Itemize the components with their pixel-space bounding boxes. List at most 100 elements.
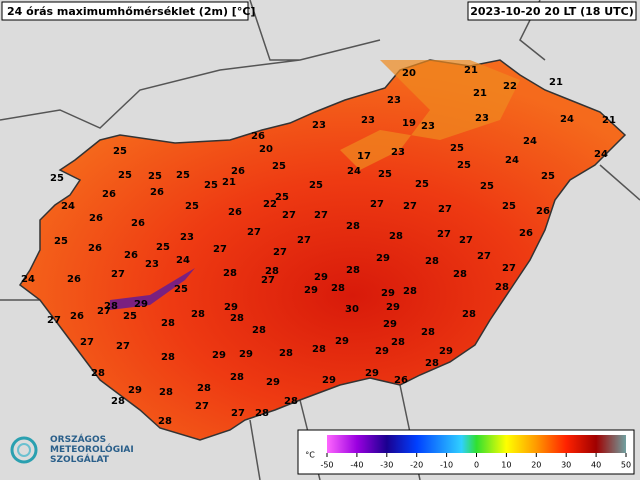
station-value: 27 [247,227,261,238]
title: 24 órás maximumhőmérséklet (2m) [°C] [7,5,255,18]
station-value: 17 [357,151,371,162]
station-value: 29 [128,385,142,396]
station-value: 28 [230,372,244,383]
station-value: 28 [391,337,405,348]
station-value: 25 [502,201,516,212]
station-value: 26 [251,131,265,142]
station-value: 27 [231,408,245,419]
station-value: 27 [477,251,491,262]
station-value: 24 [523,136,537,147]
station-value: 28 [462,309,476,320]
station-value: 28 [453,269,467,280]
station-value: 23 [361,115,375,126]
station-value: 29 [304,285,318,296]
datetime: 2023-10-20 20 LT (18 UTC) [470,5,634,18]
station-value: 27 [97,306,111,317]
station-value: 25 [123,311,137,322]
station-value: 24 [176,255,190,266]
colorbar-label: -20 [410,461,423,470]
logo: ORSZÁGOS METEOROLÓGIAI SZOLGÁLAT [10,433,134,465]
station-value: 28 [495,282,509,293]
station-value: 29 [381,288,395,299]
colorbar-label: 40 [591,461,601,470]
station-value: 20 [402,68,416,79]
station-value: 27 [370,199,384,210]
date-box [467,1,637,21]
station-value: 28 [252,325,266,336]
station-value: 25 [415,179,429,190]
station-value: 29 [239,349,253,360]
logo-text: SZOLGÁLAT [50,453,110,465]
station-value: 19 [402,118,416,129]
station-value: 29 [383,319,397,330]
station-value: 27 [403,201,417,212]
station-value: 29 [266,377,280,388]
station-value: 30 [345,304,359,315]
station-value: 25 [204,180,218,191]
station-value: 25 [378,169,392,180]
station-value: 27 [438,204,452,215]
station-value: 28 [159,387,173,398]
station-value: 24 [347,166,361,177]
station-value: 23 [312,120,326,131]
station-value: 29 [335,336,349,347]
station-value: 26 [231,166,245,177]
station-value: 27 [47,315,61,326]
station-value: 22 [263,199,277,210]
colorbar-label: 20 [531,461,541,470]
station-value: 29 [322,375,336,386]
station-value: 28 [403,286,417,297]
station-value: 27 [459,235,473,246]
station-value: 26 [536,206,550,217]
station-value: 21 [549,77,563,88]
station-value: 26 [70,311,84,322]
station-value: 25 [185,201,199,212]
title-box [1,1,249,21]
station-value: 23 [180,232,194,243]
logo-text: METEOROLÓGIAI [50,443,134,455]
lake-balaton [110,268,195,310]
station-value: 21 [602,115,616,126]
colorbar-label: -30 [380,461,393,470]
station-value: 28 [161,352,175,363]
colorbar-unit: °C [305,451,315,460]
station-value: 26 [124,250,138,261]
station-value: 25 [118,170,132,181]
station-value: 29 [314,272,328,283]
station-value: 29 [134,299,148,310]
station-value: 29 [439,346,453,357]
station-value: 21 [473,88,487,99]
station-value: 29 [212,350,226,361]
station-value: 29 [375,346,389,357]
station-value: 28 [158,416,172,427]
station-value: 23 [421,121,435,132]
station-value: 25 [50,173,64,184]
station-value: 22 [503,81,517,92]
station-value: 25 [113,146,127,157]
station-value: 21 [464,65,478,76]
station-value: 27 [273,247,287,258]
colorbar-label: -40 [350,461,363,470]
station-value: 23 [475,113,489,124]
station-value: 25 [275,192,289,203]
station-value: 27 [437,229,451,240]
station-value: 28 [265,266,279,277]
station-value: 25 [450,143,464,154]
station-value: 23 [391,147,405,158]
colorbar-label: -10 [440,461,453,470]
cool-area [340,60,520,170]
station-value: 28 [425,358,439,369]
station-value: 25 [541,171,555,182]
colorbar-label: 10 [501,461,511,470]
colorbar-label: 0 [474,461,479,470]
station-value: 28 [425,256,439,267]
station-value: 27 [314,210,328,221]
station-value: 26 [131,218,145,229]
station-value: 25 [156,242,170,253]
station-value: 29 [386,302,400,313]
station-value: 24 [61,201,75,212]
station-value: 28 [284,396,298,407]
station-value: 21 [222,177,236,188]
station-value: 25 [174,284,188,295]
